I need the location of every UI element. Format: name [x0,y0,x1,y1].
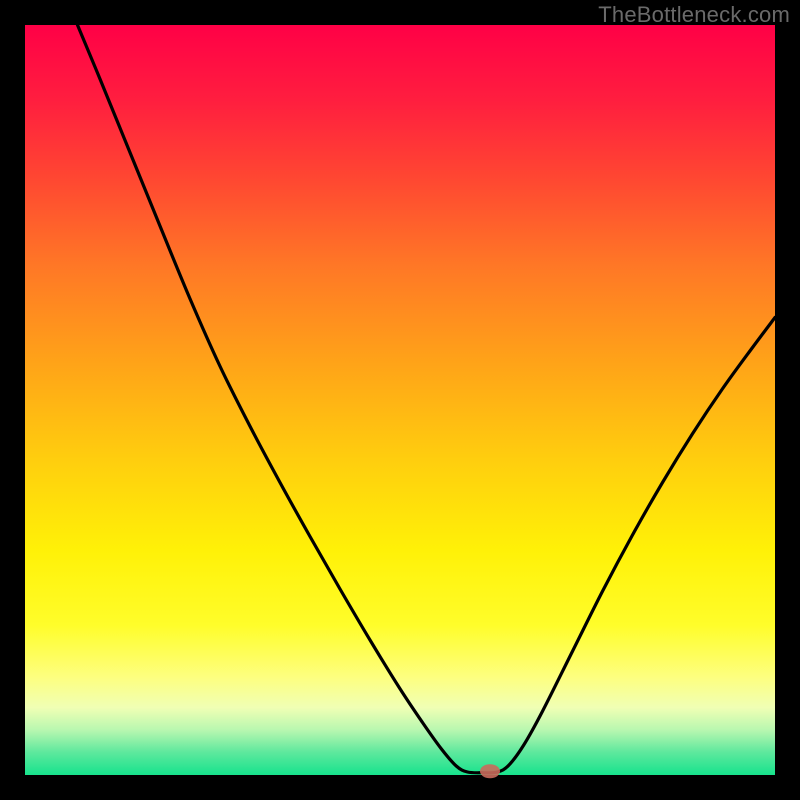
chart-background [25,25,775,775]
watermark-text: TheBottleneck.com [598,2,790,28]
bottleneck-chart [0,0,800,800]
optimal-point-marker [480,764,500,778]
chart-container: TheBottleneck.com [0,0,800,800]
